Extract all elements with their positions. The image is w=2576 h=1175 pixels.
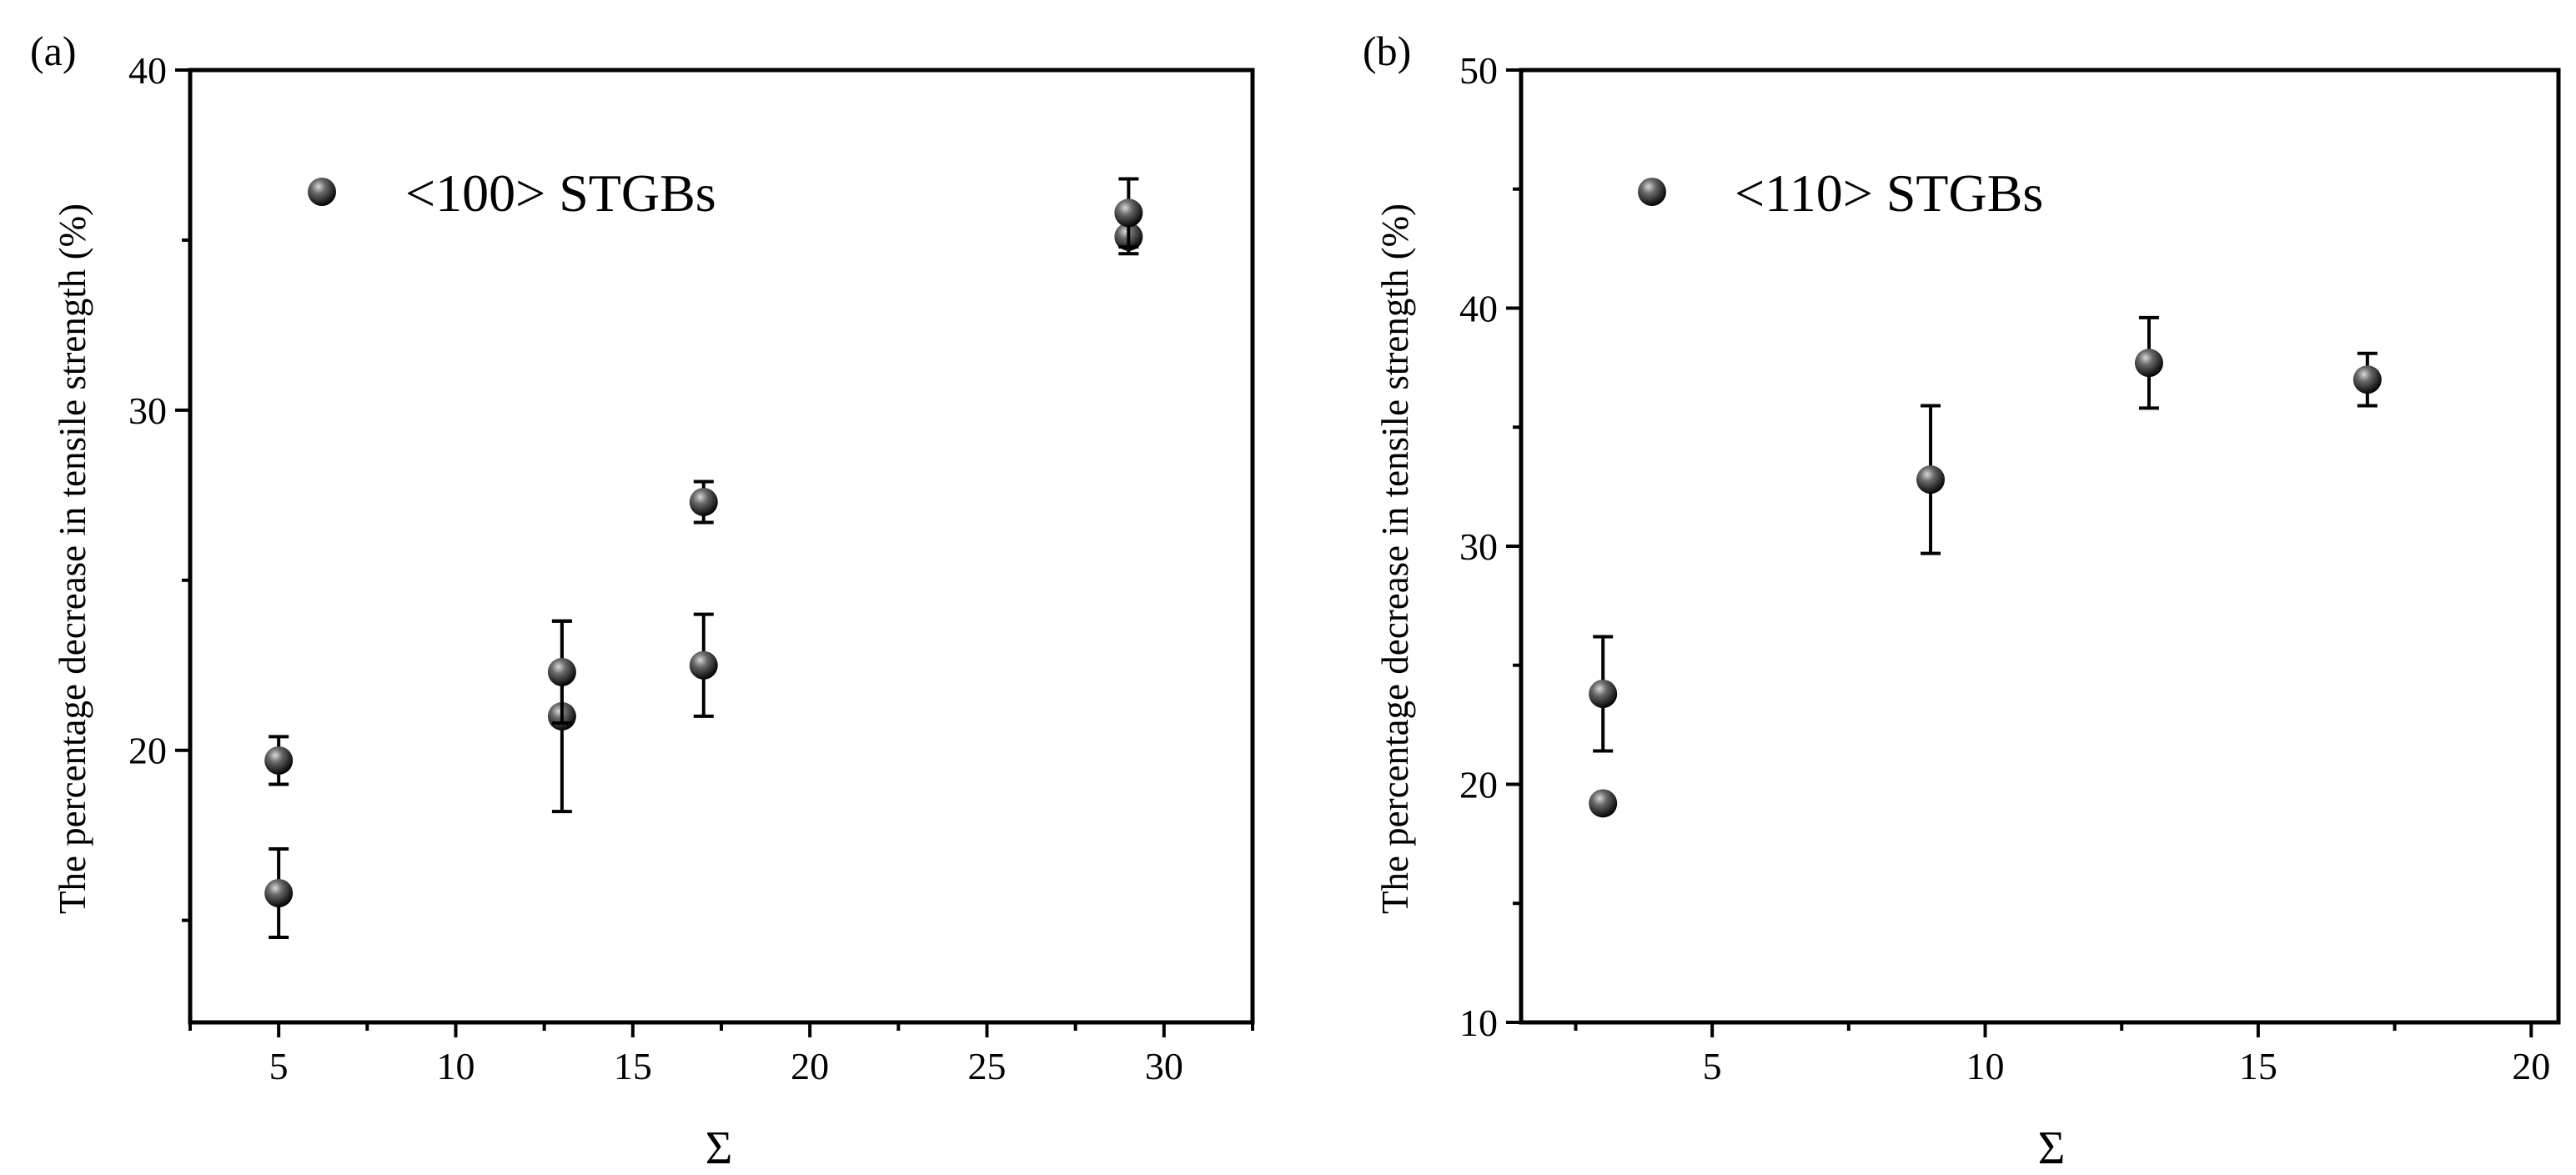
y-tick-label: 40 <box>128 49 167 92</box>
panel-label-b: (b) <box>1363 28 1411 74</box>
y-axis-title-b: The percentage decrease in tensile stren… <box>1374 203 1416 914</box>
legend-label-a: <100> STGBs <box>405 163 716 223</box>
y-tick-label: 30 <box>1459 525 1498 568</box>
chart-panel-a: (a) The percentage decrease in tensile s… <box>30 28 1255 1174</box>
data-point <box>1589 680 1618 709</box>
legend-marker-a <box>308 178 336 206</box>
plot-frame <box>188 68 1255 1025</box>
data-point <box>689 650 718 680</box>
axes-a <box>188 68 1255 1025</box>
legend-b: <110> STGBs <box>1638 163 2043 223</box>
data-point <box>264 746 294 775</box>
x-axis-title-a: Σ <box>706 1122 733 1174</box>
y-tick-label: 30 <box>128 389 167 432</box>
y-tick-label: 20 <box>1459 764 1498 806</box>
x-tick-label: 10 <box>1966 1045 2005 1087</box>
chart-panel-b: (b) The percentage decrease in tensile s… <box>1363 28 2561 1174</box>
data-point <box>1589 789 1618 818</box>
y-axis-title-a: The percentage decrease in tensile stren… <box>52 203 93 914</box>
data-point <box>2134 349 2163 378</box>
data-point <box>689 487 718 516</box>
x-tick-label: 15 <box>2239 1045 2277 1087</box>
x-tick-label: 20 <box>2512 1045 2550 1087</box>
y-tick-label: 20 <box>128 730 167 772</box>
x-tick-label: 30 <box>1145 1045 1183 1087</box>
panel-label-a: (a) <box>30 28 77 74</box>
x-tick-label: 20 <box>791 1045 829 1087</box>
x-tick-label: 5 <box>269 1045 289 1087</box>
y-tick-label: 50 <box>1459 49 1498 92</box>
x-tick-label: 10 <box>437 1045 475 1087</box>
legend-label-b: <110> STGBs <box>1735 163 2043 223</box>
ticks-b: 5 10 15 20 10 20 30 40 50 <box>1459 49 2550 1087</box>
data-point <box>547 657 576 686</box>
y-tick-label: 40 <box>1459 288 1498 330</box>
legend-a: <100> STGBs <box>308 163 716 223</box>
legend-marker-b <box>1638 178 1666 206</box>
x-axis-title-b: Σ <box>2038 1122 2066 1174</box>
y-tick-label: 10 <box>1459 1002 1498 1044</box>
data-point <box>1114 198 1143 228</box>
data-points-b <box>1589 315 2382 818</box>
data-point <box>264 879 294 908</box>
ticks-a: 5 10 15 20 25 30 20 30 40 <box>128 49 1254 1087</box>
x-tick-label: 15 <box>614 1045 652 1087</box>
data-point <box>2353 365 2382 394</box>
data-points-a <box>264 177 1143 940</box>
x-tick-label: 5 <box>1703 1045 1722 1087</box>
x-tick-label: 25 <box>968 1045 1007 1087</box>
data-point <box>1916 465 1946 495</box>
